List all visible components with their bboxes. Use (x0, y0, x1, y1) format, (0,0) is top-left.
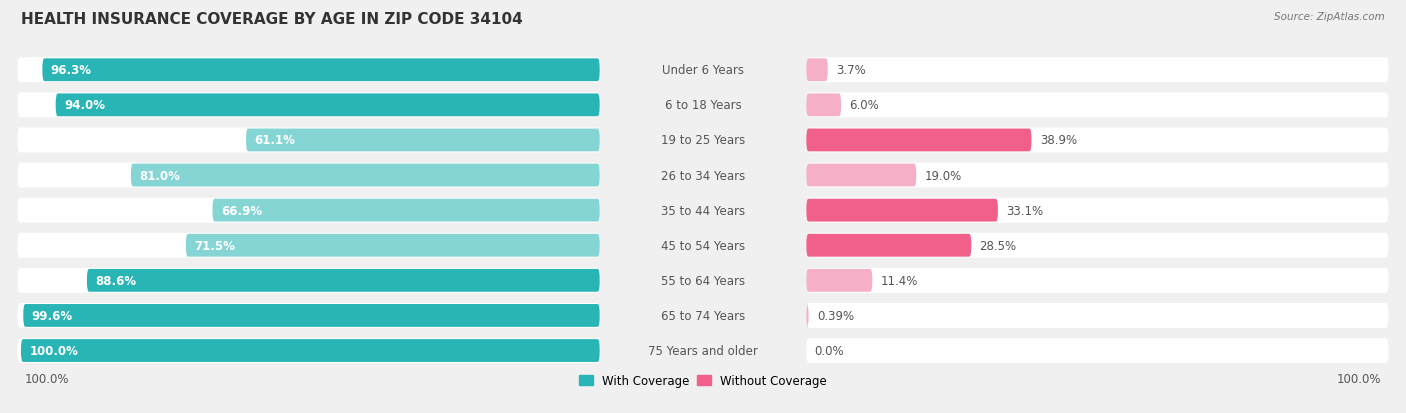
Text: 88.6%: 88.6% (96, 274, 136, 287)
Legend: With Coverage, Without Coverage: With Coverage, Without Coverage (574, 369, 832, 392)
Text: 28.5%: 28.5% (980, 239, 1017, 252)
Text: 81.0%: 81.0% (139, 169, 180, 182)
Text: 61.1%: 61.1% (254, 134, 295, 147)
Text: 96.3%: 96.3% (51, 64, 91, 77)
Text: 33.1%: 33.1% (1007, 204, 1043, 217)
FancyBboxPatch shape (807, 128, 1389, 153)
FancyBboxPatch shape (17, 128, 599, 153)
Text: 45 to 54 Years: 45 to 54 Years (661, 239, 745, 252)
FancyBboxPatch shape (807, 94, 841, 117)
FancyBboxPatch shape (186, 234, 599, 257)
Text: 100.0%: 100.0% (30, 344, 79, 357)
Text: 38.9%: 38.9% (1039, 134, 1077, 147)
FancyBboxPatch shape (17, 58, 599, 83)
Text: 66.9%: 66.9% (221, 204, 262, 217)
Text: 3.7%: 3.7% (837, 64, 866, 77)
FancyBboxPatch shape (807, 268, 1389, 293)
FancyBboxPatch shape (807, 234, 972, 257)
FancyBboxPatch shape (17, 93, 599, 118)
FancyBboxPatch shape (21, 339, 599, 362)
FancyBboxPatch shape (17, 198, 599, 223)
Text: 55 to 64 Years: 55 to 64 Years (661, 274, 745, 287)
Text: 11.4%: 11.4% (880, 274, 918, 287)
Text: 71.5%: 71.5% (194, 239, 235, 252)
Text: 75 Years and older: 75 Years and older (648, 344, 758, 357)
FancyBboxPatch shape (807, 164, 917, 187)
FancyBboxPatch shape (807, 59, 828, 82)
FancyBboxPatch shape (807, 163, 1389, 188)
FancyBboxPatch shape (24, 304, 599, 327)
Text: 99.6%: 99.6% (31, 309, 73, 322)
Text: Under 6 Years: Under 6 Years (662, 64, 744, 77)
FancyBboxPatch shape (42, 59, 599, 82)
FancyBboxPatch shape (87, 269, 599, 292)
FancyBboxPatch shape (807, 269, 872, 292)
Text: 100.0%: 100.0% (1337, 372, 1382, 385)
FancyBboxPatch shape (807, 129, 1032, 152)
Text: Source: ZipAtlas.com: Source: ZipAtlas.com (1274, 12, 1385, 22)
FancyBboxPatch shape (17, 268, 599, 293)
Text: 6 to 18 Years: 6 to 18 Years (665, 99, 741, 112)
FancyBboxPatch shape (807, 93, 1389, 118)
Text: 6.0%: 6.0% (849, 99, 879, 112)
Text: 0.39%: 0.39% (817, 309, 853, 322)
FancyBboxPatch shape (807, 233, 1389, 258)
FancyBboxPatch shape (807, 58, 1389, 83)
FancyBboxPatch shape (17, 338, 599, 363)
Text: 65 to 74 Years: 65 to 74 Years (661, 309, 745, 322)
FancyBboxPatch shape (56, 94, 599, 117)
FancyBboxPatch shape (246, 129, 599, 152)
Text: 19 to 25 Years: 19 to 25 Years (661, 134, 745, 147)
FancyBboxPatch shape (807, 304, 808, 327)
Text: 19.0%: 19.0% (925, 169, 962, 182)
Text: HEALTH INSURANCE COVERAGE BY AGE IN ZIP CODE 34104: HEALTH INSURANCE COVERAGE BY AGE IN ZIP … (21, 12, 523, 27)
Text: 0.0%: 0.0% (814, 344, 844, 357)
Text: 100.0%: 100.0% (24, 372, 69, 385)
FancyBboxPatch shape (17, 163, 599, 188)
FancyBboxPatch shape (807, 338, 1389, 363)
Text: 26 to 34 Years: 26 to 34 Years (661, 169, 745, 182)
FancyBboxPatch shape (807, 198, 1389, 223)
FancyBboxPatch shape (212, 199, 599, 222)
Text: 35 to 44 Years: 35 to 44 Years (661, 204, 745, 217)
FancyBboxPatch shape (17, 233, 599, 258)
FancyBboxPatch shape (17, 303, 599, 328)
FancyBboxPatch shape (807, 199, 998, 222)
FancyBboxPatch shape (807, 303, 1389, 328)
Text: 94.0%: 94.0% (63, 99, 105, 112)
FancyBboxPatch shape (131, 164, 599, 187)
